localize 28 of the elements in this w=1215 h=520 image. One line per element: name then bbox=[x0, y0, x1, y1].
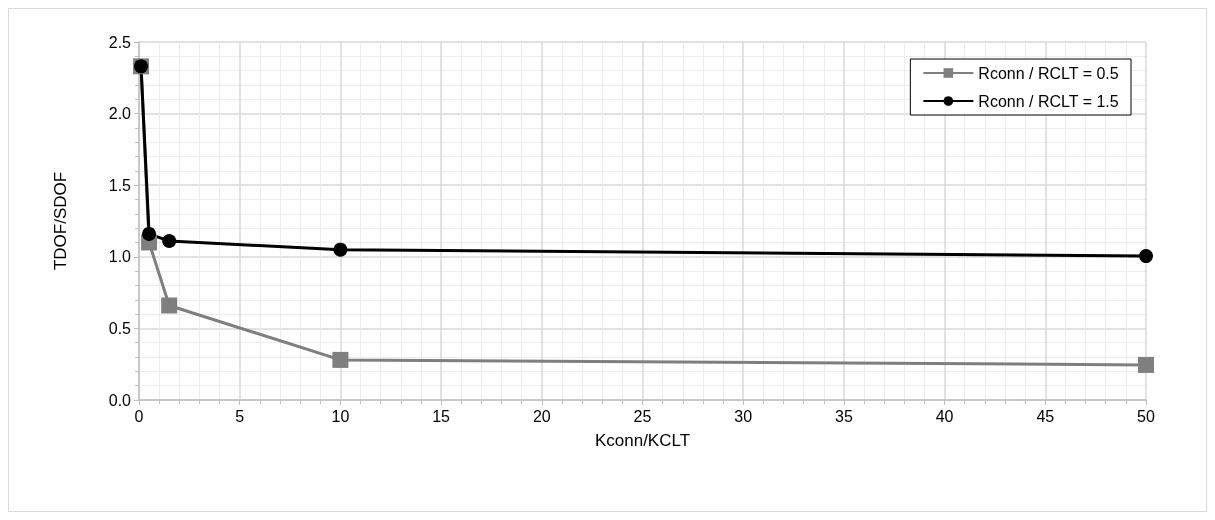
point bbox=[333, 242, 348, 257]
x-tick-label: 25 bbox=[633, 407, 652, 425]
legend-label: Rconn / RCLT = 0.5 bbox=[978, 64, 1119, 82]
x-tick-label: 45 bbox=[1036, 407, 1055, 425]
x-tick-label: 35 bbox=[835, 407, 853, 425]
x-tick-label: 20 bbox=[532, 407, 551, 425]
x-axis-title: Kconn/KCLT bbox=[594, 431, 691, 450]
point bbox=[162, 234, 177, 249]
x-tick-label: 0 bbox=[134, 407, 144, 425]
point bbox=[332, 351, 349, 368]
x-tick-label: 5 bbox=[235, 407, 245, 425]
y-axis-title: TDOF/SDOF bbox=[51, 171, 70, 271]
point bbox=[161, 297, 178, 314]
x-tick-label: 40 bbox=[935, 407, 954, 425]
x-tick-label: 50 bbox=[1137, 407, 1155, 425]
y-tick-label: 2.5 bbox=[108, 33, 132, 51]
y-tick-label: 2.0 bbox=[108, 105, 132, 123]
y-tick-label: 0.0 bbox=[108, 391, 132, 409]
y-tick-label: 0.5 bbox=[108, 319, 132, 337]
legend-label: Rconn / RCLT = 1.5 bbox=[978, 92, 1119, 110]
point bbox=[142, 226, 157, 241]
x-tick-label: 10 bbox=[331, 407, 350, 425]
point bbox=[1138, 356, 1154, 373]
point bbox=[1139, 249, 1153, 264]
x-tick-label: 30 bbox=[734, 407, 753, 425]
y-tick-label: 1.5 bbox=[108, 176, 132, 194]
x-tick-label: 15 bbox=[432, 407, 451, 425]
y-tick-label: 1.0 bbox=[108, 248, 132, 266]
